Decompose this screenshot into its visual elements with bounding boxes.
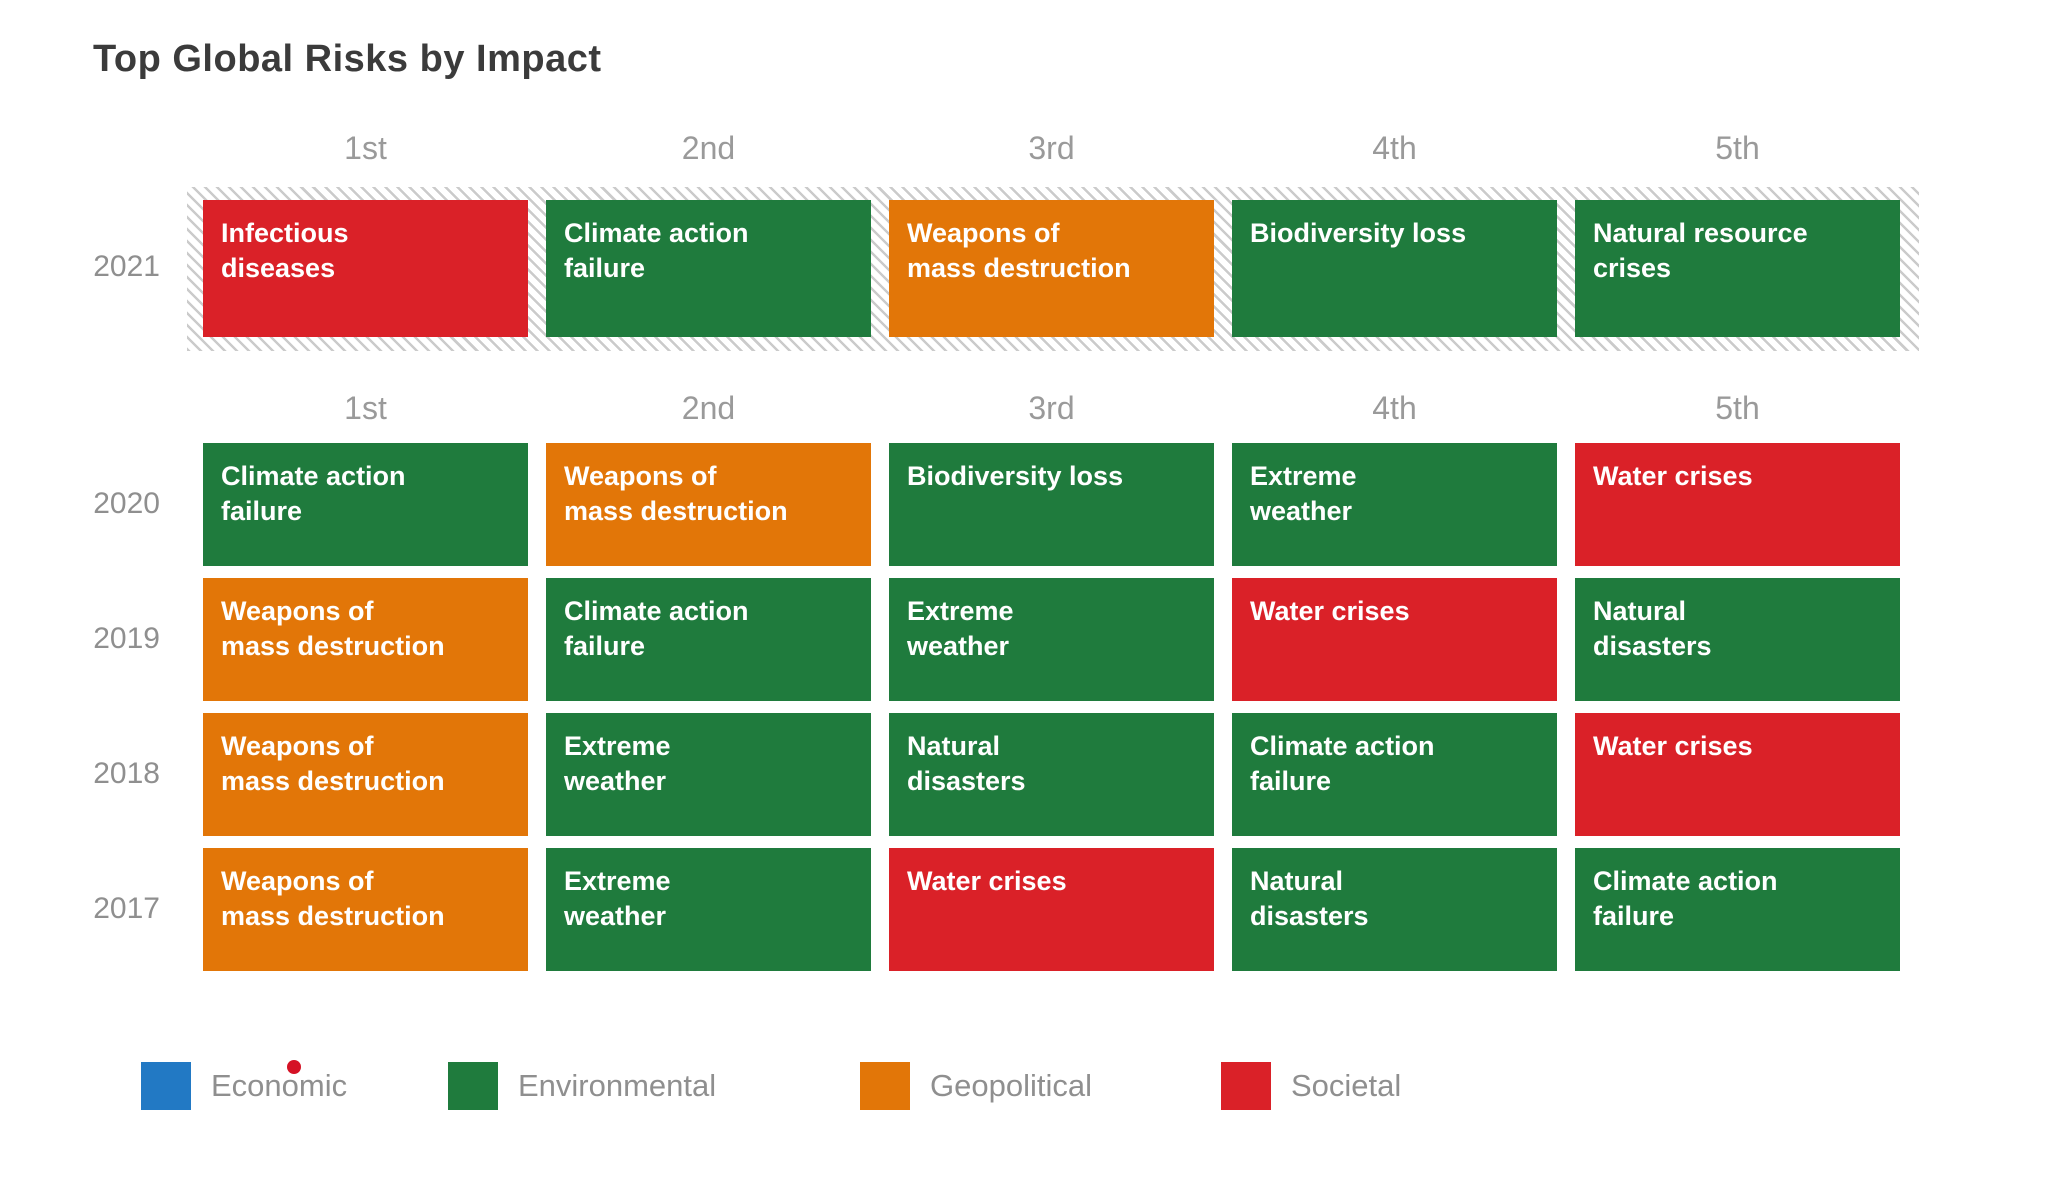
risk-cell: Extreme weather <box>546 713 871 836</box>
rank-header: 2nd <box>681 130 736 166</box>
risk-cell: Weapons of mass destruction <box>203 578 528 701</box>
year-label: 2018 <box>93 757 160 790</box>
rank-header: 3rd <box>1028 130 1075 166</box>
risk-cell: Water crises <box>1575 713 1900 836</box>
risk-cell: Natural disasters <box>1232 848 1557 971</box>
year-label: 2021 <box>93 250 160 283</box>
page-title: Top Global Risks by Impact <box>93 38 602 80</box>
risk-cell: Natural disasters <box>1575 578 1900 701</box>
year-label: 2019 <box>93 622 160 655</box>
legend-item-societal: Societal <box>1221 1062 1401 1110</box>
risk-cell: Climate action failure <box>1232 713 1557 836</box>
rank-header: 1st <box>344 130 387 166</box>
risk-row-2019: Weapons of mass destruction Climate actio… <box>203 578 1900 701</box>
risk-cell: Natural disasters <box>889 713 1214 836</box>
legend-swatch-societal <box>1221 1062 1271 1110</box>
risk-row-cells: Weapons of mass destruction Climate actio… <box>203 578 1900 701</box>
legend-item-economic: Economic <box>141 1062 347 1110</box>
risk-cell: Water crises <box>889 848 1214 971</box>
risk-cell: Water crises <box>1232 578 1557 701</box>
risk-row-2020: Climate action failure Weapons of mass de… <box>203 443 1900 566</box>
legend-item-environmental: Environmental <box>448 1062 716 1110</box>
risk-cell: Weapons of mass destruction <box>203 713 528 836</box>
legend-swatch-environmental <box>448 1062 498 1110</box>
risk-cell: Climate action failure <box>546 200 871 337</box>
rank-header-row-history: 1st 2nd 3rd 4th 5th <box>203 390 1900 427</box>
risk-row-2017: Weapons of mass destruction Extreme weath… <box>203 848 1900 971</box>
legend-label: Environmental <box>518 1068 717 1103</box>
year-label: 2020 <box>93 487 160 520</box>
risk-cell: Biodiversity loss <box>889 443 1214 566</box>
year-label: 2017 <box>93 892 160 925</box>
risk-cell: Climate action failure <box>546 578 871 701</box>
risk-cell: Weapons of mass destruction <box>889 200 1214 337</box>
legend-swatch-geopolitical <box>860 1062 910 1110</box>
legend-item-geopolitical: Geopolitical <box>860 1062 1092 1110</box>
risk-cell: Extreme weather <box>889 578 1214 701</box>
risk-row-cells: Weapons of mass destruction Extreme weath… <box>203 848 1900 971</box>
rank-header: 3rd <box>1028 390 1075 426</box>
rank-header: 5th <box>1715 130 1760 166</box>
rank-header: 1st <box>344 390 387 426</box>
rank-header: 4th <box>1372 130 1417 166</box>
highlight-band-2021: Infectious diseases Climate action failur… <box>187 187 1919 351</box>
rank-header: 5th <box>1715 390 1760 426</box>
legend-swatch-economic <box>141 1062 191 1110</box>
legend-label: Societal <box>1291 1068 1402 1103</box>
risk-row-cells: Weapons of mass destruction Extreme weath… <box>203 713 1900 836</box>
risk-cell: Infectious diseases <box>203 200 528 337</box>
risk-row-2021: Infectious diseases Climate action failur… <box>203 200 1903 337</box>
click-indicator-dot <box>287 1060 301 1074</box>
risk-cell: Climate action failure <box>1575 848 1900 971</box>
risk-cell: Biodiversity loss <box>1232 200 1557 337</box>
risk-cell: Climate action failure <box>203 443 528 566</box>
rank-header: 4th <box>1372 390 1417 426</box>
rank-header: 2nd <box>681 390 736 426</box>
risk-cell: Weapons of mass destruction <box>203 848 528 971</box>
risk-cell: Extreme weather <box>546 848 871 971</box>
legend-label: Economic <box>211 1068 348 1103</box>
risk-row-2018: Weapons of mass destruction Extreme weath… <box>203 713 1900 836</box>
risk-cell: Weapons of mass destruction <box>546 443 871 566</box>
risk-cell: Extreme weather <box>1232 443 1557 566</box>
legend-label: Geopolitical <box>930 1068 1092 1103</box>
risk-cell: Natural resource crises <box>1575 200 1900 337</box>
rank-header-row-2021: 1st 2nd 3rd 4th 5th <box>203 130 1900 167</box>
risk-row-cells: Climate action failure Weapons of mass de… <box>203 443 1900 566</box>
risk-cell: Water crises <box>1575 443 1900 566</box>
